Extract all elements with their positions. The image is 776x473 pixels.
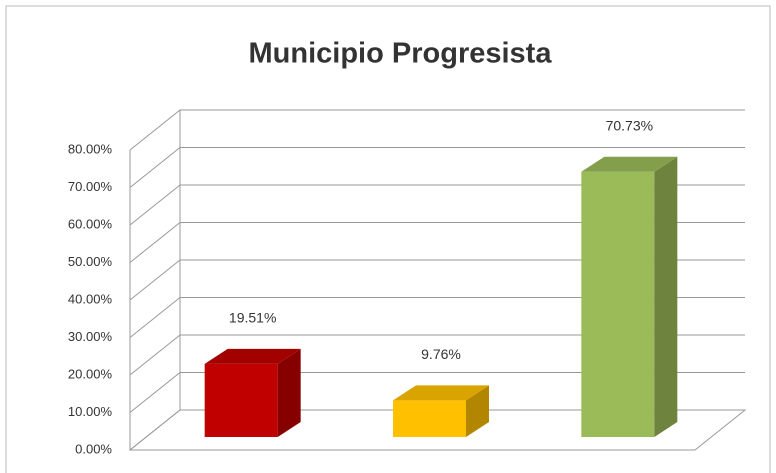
- y-tick-label: 50.00%: [68, 254, 113, 269]
- y-tick-label: 60.00%: [68, 216, 113, 231]
- bar: [581, 156, 678, 437]
- value-label: 9.76%: [421, 346, 461, 362]
- grid-line: [129, 409, 745, 451]
- bar-side: [654, 156, 678, 437]
- value-label: 19.51%: [229, 310, 276, 326]
- grid-line: [129, 184, 745, 226]
- bar: [393, 385, 489, 437]
- grid-line: [129, 222, 745, 263]
- bar-top: [581, 156, 678, 172]
- grid-line: [129, 297, 745, 338]
- y-tick-label: 40.00%: [68, 291, 113, 306]
- grid-line: [129, 147, 745, 188]
- grid-line: [129, 259, 745, 301]
- value-label: 70.73%: [606, 117, 653, 133]
- bar-side: [277, 348, 301, 437]
- y-tick-label: 0.00%: [75, 441, 112, 456]
- y-tick-label: 70.00%: [68, 179, 113, 194]
- grid-line: [129, 109, 745, 151]
- bar-front: [581, 171, 655, 437]
- y-tick-label: 20.00%: [68, 366, 113, 381]
- bar-front: [204, 363, 278, 437]
- y-tick-label: 30.00%: [68, 329, 113, 344]
- grid-line: [129, 372, 745, 413]
- bar-front: [393, 400, 466, 437]
- y-tick-label: 80.00%: [68, 141, 113, 156]
- y-tick-label: 10.00%: [68, 404, 113, 419]
- bar-top: [393, 385, 489, 401]
- grid-line: [129, 334, 745, 376]
- bar: [204, 348, 301, 437]
- bar-top: [204, 348, 301, 364]
- bar-side: [466, 385, 489, 437]
- chart-title: Municipio Progresista: [249, 38, 553, 70]
